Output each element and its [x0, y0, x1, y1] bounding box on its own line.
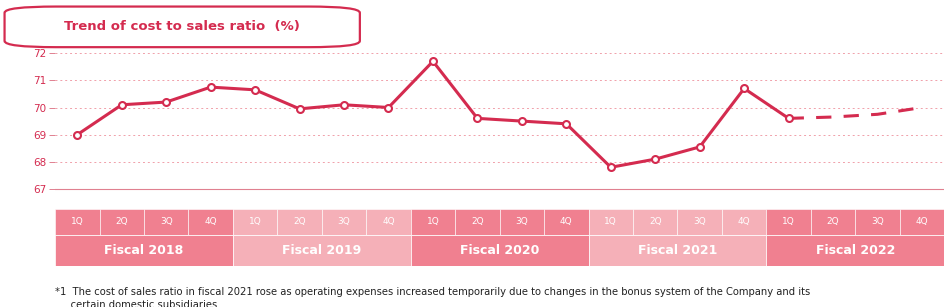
Bar	[322, 209, 366, 235]
Text: 4Q: 4Q	[204, 217, 217, 226]
Text: 1Q: 1Q	[71, 217, 84, 226]
Bar	[633, 209, 678, 235]
Bar	[55, 235, 233, 266]
Text: 2Q: 2Q	[827, 217, 840, 226]
Text: 4Q: 4Q	[916, 217, 928, 226]
Bar	[767, 235, 944, 266]
Bar	[189, 209, 233, 235]
Bar	[411, 209, 456, 235]
Text: 1Q: 1Q	[427, 217, 439, 226]
FancyBboxPatch shape	[5, 6, 360, 47]
Bar	[55, 209, 100, 235]
Text: Trend of cost to sales ratio  (%): Trend of cost to sales ratio (%)	[65, 20, 300, 33]
Bar	[810, 209, 855, 235]
Bar	[767, 209, 810, 235]
Bar	[411, 235, 588, 266]
Bar	[900, 209, 944, 235]
Text: 1Q: 1Q	[605, 217, 617, 226]
Text: 2Q: 2Q	[649, 217, 661, 226]
Text: 4Q: 4Q	[382, 217, 395, 226]
Bar	[100, 209, 144, 235]
Text: 3Q: 3Q	[515, 217, 529, 226]
Text: Fiscal 2018: Fiscal 2018	[104, 244, 183, 257]
Text: 4Q: 4Q	[738, 217, 751, 226]
Text: Fiscal 2021: Fiscal 2021	[638, 244, 717, 257]
Bar	[233, 235, 411, 266]
Text: 2Q: 2Q	[293, 217, 306, 226]
Text: 2Q: 2Q	[471, 217, 484, 226]
Text: certain domestic subsidiaries.: certain domestic subsidiaries.	[55, 300, 220, 307]
Bar	[722, 209, 767, 235]
Text: 3Q: 3Q	[871, 217, 884, 226]
Text: Fiscal 2020: Fiscal 2020	[460, 244, 539, 257]
Text: Fiscal 2019: Fiscal 2019	[282, 244, 362, 257]
Bar	[456, 209, 499, 235]
Text: 3Q: 3Q	[159, 217, 173, 226]
Bar	[277, 209, 322, 235]
Bar	[678, 209, 722, 235]
Text: 4Q: 4Q	[560, 217, 572, 226]
Bar	[588, 209, 633, 235]
Bar	[233, 209, 277, 235]
Text: 3Q: 3Q	[338, 217, 350, 226]
Bar	[499, 209, 544, 235]
Text: 1Q: 1Q	[782, 217, 795, 226]
Bar	[544, 209, 588, 235]
Text: 1Q: 1Q	[249, 217, 262, 226]
Bar	[366, 209, 411, 235]
Text: *1  The cost of sales ratio in fiscal 2021 rose as operating expenses increased : *1 The cost of sales ratio in fiscal 202…	[55, 287, 810, 297]
Text: Fiscal 2022: Fiscal 2022	[815, 244, 895, 257]
Bar	[588, 235, 767, 266]
Bar	[144, 209, 189, 235]
Text: 3Q: 3Q	[694, 217, 706, 226]
Bar	[855, 209, 900, 235]
Text: 2Q: 2Q	[116, 217, 128, 226]
